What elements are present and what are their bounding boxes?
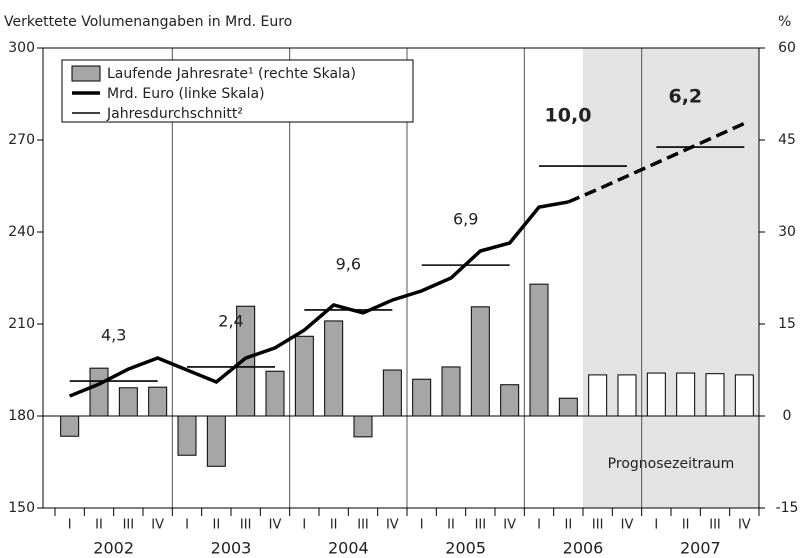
bar	[588, 374, 608, 417]
bar	[148, 386, 168, 417]
x-tick-label: III	[357, 518, 369, 533]
bar	[500, 384, 520, 417]
forecast-area	[583, 48, 759, 508]
y2-tick-label: 45	[778, 132, 796, 148]
y-tick-label: 150	[8, 500, 35, 516]
y2-tick-label: 60	[778, 40, 796, 56]
y-tick-label: 210	[8, 316, 35, 332]
average-label: 6,2	[668, 86, 702, 108]
y-tick-label: 180	[8, 408, 35, 424]
x-tick-label: I	[537, 518, 541, 533]
x-tick-label: IV	[386, 518, 399, 533]
bar	[353, 415, 373, 438]
x-tick-label: I	[68, 518, 72, 533]
legend-label: Mrd. Euro (linke Skala)	[107, 86, 265, 102]
bar	[529, 283, 549, 417]
y-tick-label: 300	[8, 40, 35, 56]
forecast-label: Prognosezeitraum	[608, 456, 735, 472]
y-tick-label: 240	[8, 224, 35, 240]
legend-swatch	[71, 65, 101, 82]
bar	[177, 415, 197, 456]
bar	[676, 372, 696, 417]
x-tick-label: III	[475, 518, 487, 533]
x-tick-label: IV	[269, 518, 282, 533]
x-tick-label: IV	[151, 518, 164, 533]
bar	[324, 320, 344, 417]
x-tick-label: II	[95, 518, 103, 533]
y2-tick-label: 30	[778, 224, 796, 240]
bar	[617, 374, 637, 417]
bar	[60, 415, 80, 437]
average-label: 10,0	[545, 105, 592, 127]
average-label: 2,4	[218, 311, 243, 330]
line-series	[69, 200, 569, 398]
year-label: 2006	[563, 539, 604, 558]
average-label: 4,3	[101, 326, 126, 345]
bar	[558, 397, 578, 417]
x-tick-label: I	[420, 518, 424, 533]
year-label: 2002	[93, 539, 134, 558]
bar	[206, 415, 226, 467]
y2-tick-label: -15	[776, 500, 799, 516]
line-series-forecast	[567, 121, 746, 204]
y-tick-label: 270	[8, 132, 35, 148]
bar	[236, 305, 256, 417]
plot-frame	[42, 47, 760, 509]
y2-tick-label: 0	[783, 408, 792, 424]
bar	[294, 335, 314, 417]
bar	[646, 372, 666, 417]
year-label: 2004	[328, 539, 369, 558]
average-label: 6,9	[453, 210, 478, 229]
x-tick-label: IV	[503, 518, 516, 533]
bar	[705, 373, 725, 417]
x-tick-label: III	[709, 518, 721, 533]
bar	[734, 374, 754, 417]
axis-title: Verkettete Volumenangaben in Mrd. Euro	[4, 14, 292, 30]
x-tick-label: I	[185, 518, 189, 533]
year-label: 2005	[445, 539, 486, 558]
y2-unit: %	[778, 14, 791, 30]
x-tick-label: III	[123, 518, 135, 533]
bar	[441, 366, 461, 417]
year-label: 2007	[680, 539, 721, 558]
y2-tick-label: 15	[778, 316, 796, 332]
x-tick-label: III	[592, 518, 604, 533]
x-tick-label: II	[447, 518, 455, 533]
bar	[265, 370, 285, 417]
bar	[118, 387, 138, 417]
x-tick-label: II	[330, 518, 338, 533]
bar	[382, 369, 402, 417]
bar	[412, 378, 432, 417]
x-tick-label: III	[240, 518, 252, 533]
x-tick-label: I	[302, 518, 306, 533]
bar	[89, 367, 109, 417]
bar	[470, 306, 490, 417]
x-tick-label: II	[682, 518, 690, 533]
x-tick-label: I	[654, 518, 658, 533]
x-tick-label: IV	[738, 518, 751, 533]
x-tick-label: II	[212, 518, 220, 533]
average-label: 9,6	[336, 254, 361, 273]
legend-label: Laufende Jahresrate¹ (rechte Skala)	[107, 66, 356, 82]
year-label: 2003	[211, 539, 252, 558]
legend-box	[61, 59, 414, 123]
legend-label: Jahresdurchschnitt²	[106, 106, 243, 122]
x-tick-label: II	[564, 518, 572, 533]
x-tick-label: IV	[621, 518, 634, 533]
